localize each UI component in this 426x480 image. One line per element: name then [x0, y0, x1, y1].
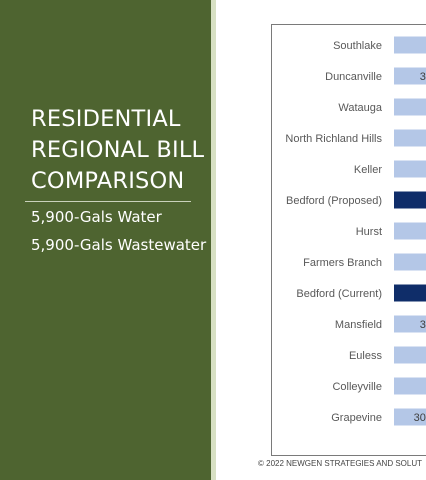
category-label-bedford-current: Bedford (Current): [296, 288, 382, 300]
bar-north-richland-hills: [394, 129, 426, 147]
title-divider: [25, 201, 191, 202]
bar-grapevine: [394, 408, 426, 426]
value-label-mansfield: 3: [420, 319, 426, 331]
slide-title: RESIDENTIAL REGIONAL BILL COMPARISON: [31, 106, 205, 194]
category-label-bedford-proposed: Bedford (Proposed): [286, 195, 382, 207]
value-label-duncanville: 3: [420, 71, 426, 83]
category-label-farmers-branch: Farmers Branch: [303, 257, 382, 269]
title-panel: [0, 0, 211, 480]
category-label-mansfield: Mansfield: [335, 319, 382, 331]
category-label-grapevine: Grapevine: [331, 412, 382, 424]
bar-farmers-branch: [394, 253, 426, 271]
category-label-southlake: Southlake: [333, 40, 382, 52]
category-label-euless: Euless: [349, 350, 383, 362]
bar-southlake: [394, 36, 426, 54]
bar-watauga: [394, 98, 426, 116]
subtitle-wastewater: 5,900-Gals Wastewater: [31, 236, 207, 254]
category-label-duncanville: Duncanville: [325, 71, 382, 83]
subtitle-water: 5,900-Gals Water: [31, 208, 162, 226]
category-label-north-richland-hills: North Richland Hills: [285, 133, 382, 145]
bar-colleyville: [394, 377, 426, 395]
category-label-watauga: Watauga: [338, 102, 383, 114]
bar-hurst: [394, 222, 426, 240]
category-label-colleyville: Colleyville: [332, 381, 382, 393]
bar-bedford-current: [394, 284, 426, 302]
footer-copyright: © 2022 NEWGEN STRATEGIES AND SOLUT: [258, 459, 423, 468]
bar-bedford-proposed: [394, 191, 426, 209]
category-label-keller: Keller: [354, 164, 382, 176]
bar-euless: [394, 346, 426, 364]
accent-bar: [211, 0, 216, 480]
bar-keller: [394, 160, 426, 178]
value-label-grapevine: 30: [414, 412, 426, 424]
bar-duncanville: [394, 67, 426, 85]
bar-mansfield: [394, 315, 426, 333]
category-label-hurst: Hurst: [356, 226, 382, 238]
